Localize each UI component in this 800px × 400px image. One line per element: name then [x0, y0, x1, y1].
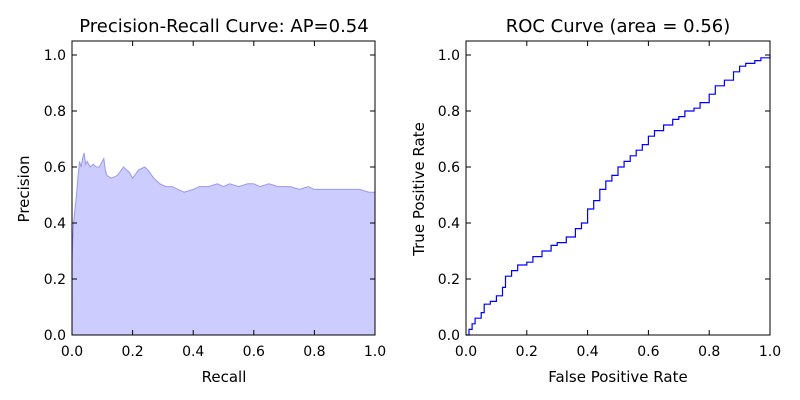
y-tick-label: 0.0 — [438, 328, 460, 344]
y-tick-label: 0.8 — [438, 104, 460, 120]
plot-frame — [465, 40, 771, 336]
y-tick-label: 0.0 — [44, 328, 66, 344]
y-tick-label: 0.2 — [44, 272, 66, 288]
chart-title: ROC Curve (area = 0.56) — [506, 16, 731, 37]
y-tick-label: 0.6 — [438, 160, 460, 176]
x-axis-label: False Positive Rate — [548, 368, 687, 386]
x-tick-label: 0.2 — [516, 344, 538, 360]
x-tick-label: 0.0 — [61, 344, 83, 360]
x-tick-label: 0.8 — [698, 344, 720, 360]
precision-recall-panel: Precision-Recall Curve: AP=0.54 Recall P… — [15, 16, 386, 386]
x-tick-label: 0.8 — [303, 344, 325, 360]
x-tick-label: 1.0 — [759, 344, 781, 360]
roc-curve-line — [466, 55, 771, 336]
pr-curve-line — [71, 55, 375, 260]
y-tick-label: 0.2 — [438, 272, 460, 288]
chart-title: Precision-Recall Curve: AP=0.54 — [79, 16, 368, 37]
x-tick-label: 1.0 — [364, 344, 386, 360]
y-tick-label: 0.4 — [44, 216, 66, 232]
x-tick-label: 0.0 — [455, 344, 477, 360]
y-tick-label: 0.8 — [44, 104, 66, 120]
plot-frame — [71, 40, 376, 336]
y-tick-label: 0.6 — [44, 160, 66, 176]
x-axis-label: Recall — [202, 368, 247, 386]
y-tick-label: 1.0 — [438, 48, 460, 64]
y-tick-label: 1.0 — [44, 48, 66, 64]
roc-panel: ROC Curve (area = 0.56) False Positive R… — [410, 16, 781, 386]
x-tick-label: 0.6 — [243, 344, 265, 360]
x-tick-label: 0.4 — [182, 344, 204, 360]
y-axis-label: True Positive Rate — [410, 122, 428, 257]
x-tick-label: 0.6 — [637, 344, 659, 360]
y-axis-label: Precision — [15, 156, 33, 223]
x-tick-label: 0.2 — [121, 344, 143, 360]
x-tick-label: 0.4 — [576, 344, 598, 360]
pr-area-fill — [72, 55, 375, 335]
y-tick-label: 0.4 — [438, 216, 460, 232]
